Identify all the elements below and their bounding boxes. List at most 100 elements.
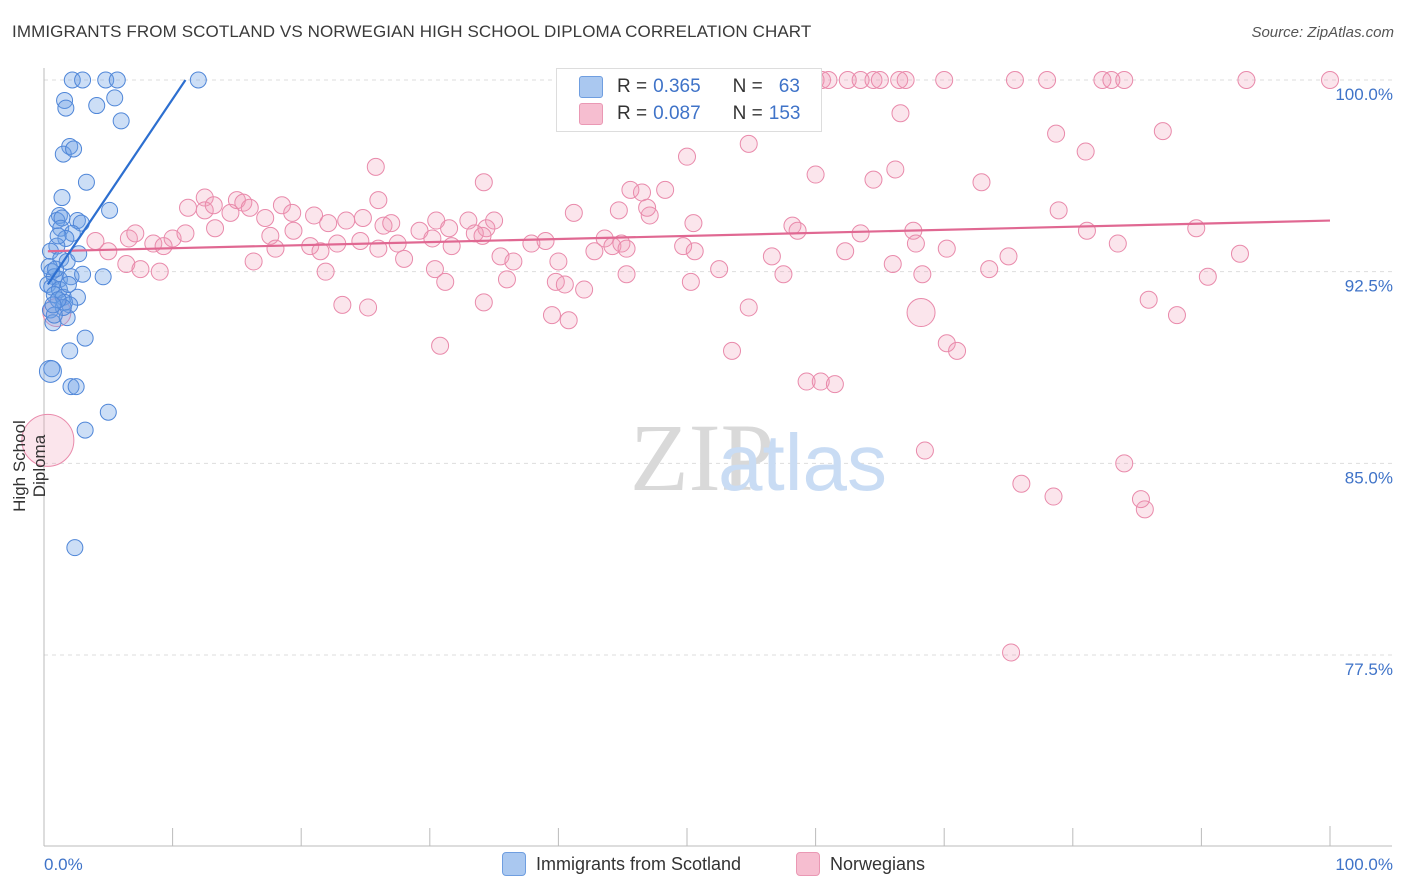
norwegians-point	[621, 180, 640, 199]
norwegians-point	[1102, 71, 1121, 89]
norwegians-point	[319, 214, 338, 233]
x-tick-label: 0.0%	[44, 855, 83, 874]
legend-n-label: N =	[732, 76, 763, 97]
legend-n-value: 153	[768, 103, 801, 124]
norwegians-point	[674, 237, 693, 256]
norwegians-point	[797, 372, 816, 391]
norwegians-point	[774, 265, 793, 284]
norwegians-point	[442, 237, 461, 256]
norwegians-point	[1076, 142, 1095, 161]
norwegians-point	[632, 183, 651, 202]
scotland-point	[76, 329, 94, 347]
norwegians-point	[836, 242, 855, 261]
norwegians-point	[681, 272, 700, 291]
norwegians-point	[609, 201, 628, 220]
norwegians-point	[1115, 454, 1134, 473]
legend-label-norwegians: Norwegians	[830, 853, 926, 874]
norwegians-point	[1005, 71, 1024, 89]
norwegians-point	[1187, 219, 1206, 238]
norwegians-point	[972, 173, 991, 192]
norwegians-point	[1002, 643, 1021, 662]
norwegians-point	[1108, 234, 1127, 253]
norwegians-point	[284, 221, 303, 240]
norwegians-point	[497, 270, 516, 289]
norwegians-point	[819, 71, 838, 89]
scotland-point	[38, 359, 62, 383]
norwegians-point	[1131, 490, 1150, 509]
norwegians-point	[1047, 124, 1066, 143]
tick-labels: 77.5% 85.0% 92.5% 100.0% 0.0% 100.0%	[44, 85, 1393, 874]
norwegians-point	[937, 334, 956, 353]
norwegians-point	[1230, 244, 1249, 263]
norwegians-point	[440, 219, 459, 238]
norwegians-point	[638, 198, 657, 217]
norwegians-point	[423, 229, 442, 248]
norwegians-point	[710, 260, 729, 279]
legend-n-label: N =	[732, 103, 763, 124]
legend-r-label: R =	[617, 103, 648, 124]
legend-label-scotland: Immigrants from Scotland	[536, 853, 742, 874]
norwegians-point	[883, 255, 902, 273]
legend-row-scotland: R = 0.365 N = 63	[579, 74, 800, 100]
norwegians-trend-line	[47, 219, 1331, 253]
scotland-point	[94, 268, 112, 286]
legend-r-value: 0.087	[653, 103, 701, 124]
scotland-point	[77, 173, 95, 191]
norwegians-point	[1044, 487, 1063, 506]
y-tick-label: 85.0%	[1345, 468, 1393, 487]
norwegians-point	[838, 71, 857, 89]
norwegians-point	[117, 255, 136, 273]
norwegians-point	[316, 262, 335, 281]
scotland-series	[38, 71, 207, 557]
norwegians-point	[825, 375, 844, 394]
legend-item-scotland[interactable]: Immigrants from Scotland	[502, 852, 741, 876]
scotland-point	[99, 403, 117, 421]
norwegians-point	[564, 203, 583, 222]
norwegians-point	[244, 252, 263, 271]
norwegians-point	[980, 260, 999, 279]
scotland-point	[106, 89, 124, 107]
norwegians-point	[395, 249, 414, 268]
stats-legend: R = 0.365 N = 63 R = 0.087 N = 153	[556, 68, 822, 132]
norwegians-point	[886, 160, 905, 179]
norwegians-point	[99, 242, 118, 261]
legend-swatch-norwegians	[796, 852, 820, 876]
norwegians-point	[585, 242, 604, 261]
norwegians-point	[179, 198, 198, 217]
norwegians-point	[1135, 500, 1154, 519]
norwegians-point	[1077, 221, 1096, 240]
norwegians-point	[474, 173, 493, 192]
scotland-point	[66, 539, 84, 557]
scotland-point	[108, 71, 126, 89]
norwegians-point	[851, 71, 870, 89]
norwegians-point	[272, 196, 291, 215]
chart-title: IMMIGRANTS FROM SCOTLAND VS NORWEGIAN HI…	[12, 22, 812, 41]
norwegians-point	[806, 165, 825, 184]
norwegians-point	[206, 219, 225, 238]
norwegians-point	[1093, 71, 1112, 89]
norwegians-point	[431, 336, 450, 355]
norwegians-point	[948, 341, 967, 360]
norwegians-point	[906, 234, 925, 253]
legend-swatch-scotland	[579, 76, 603, 98]
norwegians-point	[870, 71, 889, 89]
norwegians-point	[1167, 306, 1186, 325]
scotland-point	[189, 71, 207, 89]
norwegians-point	[811, 372, 830, 391]
norwegians-point	[266, 239, 285, 258]
scotland-trend-line	[46, 79, 187, 286]
norwegians-point	[915, 441, 934, 460]
norwegians-point	[359, 298, 378, 317]
norwegians-point	[555, 275, 574, 294]
norwegians-point	[617, 265, 636, 284]
norwegians-point	[195, 201, 214, 220]
axes	[43, 68, 1392, 847]
norwegians-point	[788, 221, 807, 240]
norwegians-point	[351, 232, 370, 250]
norwegians-series	[21, 71, 1339, 662]
legend-item-norwegians[interactable]: Norwegians	[796, 852, 925, 876]
scotland-point	[53, 189, 71, 207]
norwegians-point	[617, 239, 636, 258]
y-axis-title: High School Diploma	[10, 420, 49, 512]
